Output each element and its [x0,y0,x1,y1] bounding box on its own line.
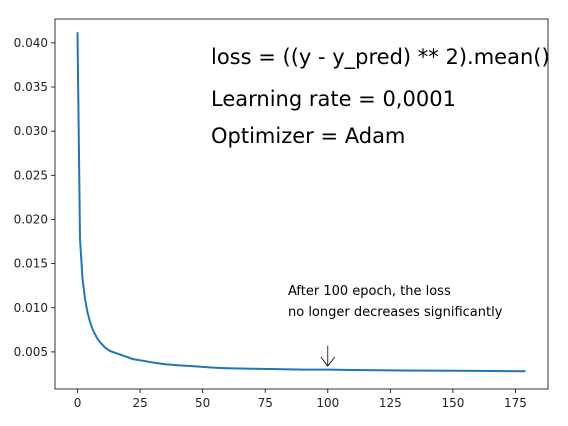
plateau-note-line2: no longer decreases significantly [288,305,503,320]
x-tick-label: 75 [258,396,273,410]
x-tick-label: 25 [132,396,147,410]
y-tick-label: 0.040 [14,36,48,50]
loss-formula-annotation: loss = ((y - y_pred) ** 2).mean() [211,45,550,70]
y-axis: 0.005 0.010 0.015 0.020 0.025 0.030 0.035 0.040 [14,36,55,359]
y-tick-label: 0.015 [14,257,48,271]
y-tick-label: 0.030 [14,124,48,138]
x-tick-label: 0 [74,396,82,410]
plateau-arrow [320,345,336,367]
plot-area [54,18,549,390]
y-tick-label: 0.005 [14,345,48,359]
loss-series-line [76,32,526,373]
plateau-note-line1: After 100 epoch, the loss [288,284,451,299]
y-tick-label: 0.035 [14,80,48,94]
arrow-head [320,356,336,367]
x-axis: 0 25 50 75 100 125 150 175 [74,389,527,410]
y-tick-label: 0.010 [14,301,48,315]
y-tick-label: 0.025 [14,168,48,182]
x-tick-label: 125 [379,396,402,410]
x-tick-label: 150 [441,396,464,410]
y-tick-label: 0.020 [14,212,48,226]
optimizer-annotation: Optimizer = Adam [211,124,405,148]
x-tick-label: 50 [195,396,210,410]
x-tick-label: 175 [504,396,527,410]
learning-rate-annotation: Learning rate = 0,0001 [211,87,456,111]
x-tick-label: 100 [316,396,339,410]
